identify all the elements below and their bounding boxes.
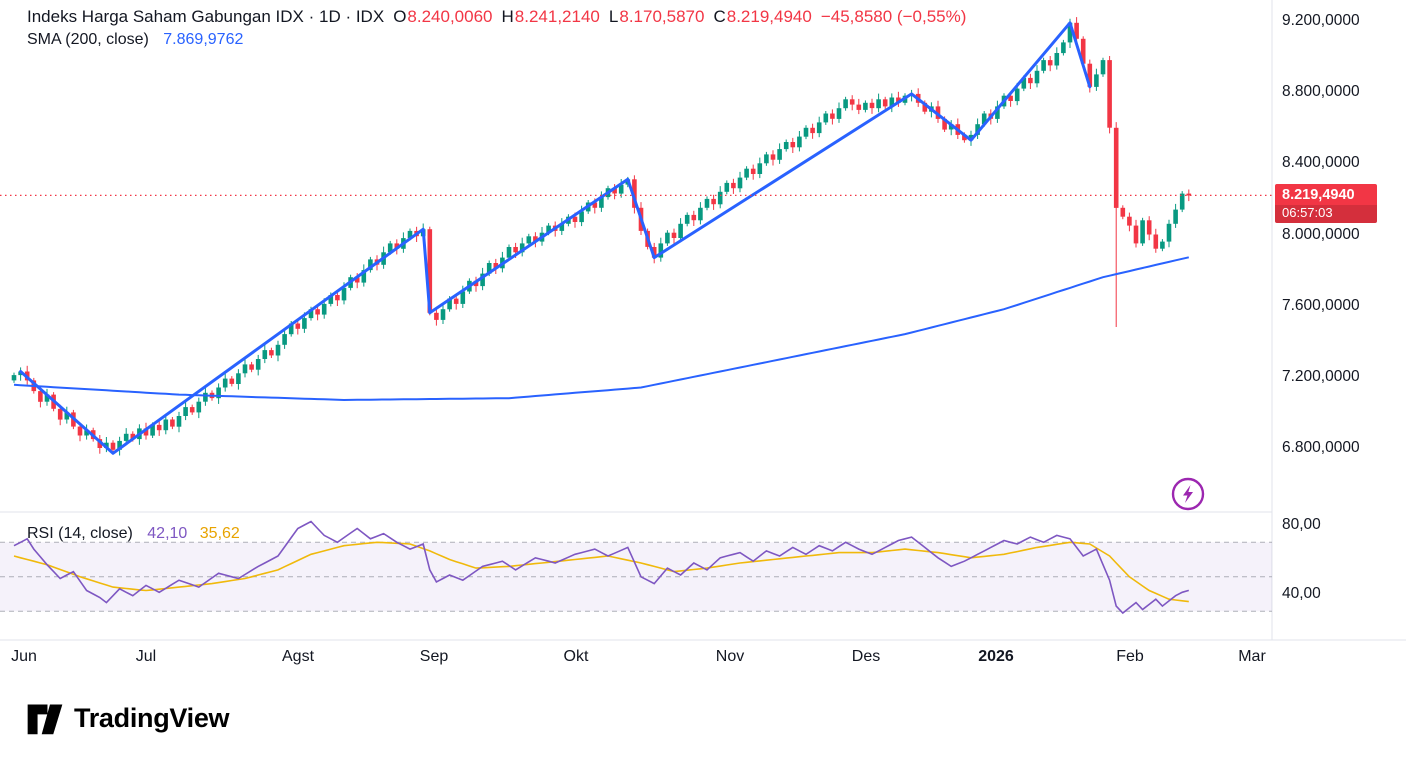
time-axis[interactable]: Jun Jul Agst Sep Okt Nov Des 2026 Feb Mar bbox=[0, 648, 1406, 672]
rsi-tick-label: 40,00 bbox=[1282, 585, 1321, 602]
price-tick-label: 7.600,0000 bbox=[1282, 296, 1360, 314]
time-axis-label: Sep bbox=[419, 648, 449, 665]
time-axis-label: Mar bbox=[1238, 648, 1266, 665]
rsi-ma-line[interactable] bbox=[13, 541, 1189, 603]
ohlc-close: C 8.219,4940 bbox=[713, 7, 812, 26]
rsi-label: RSI (14, close) bbox=[27, 525, 133, 542]
last-price-value: 8.219,4940 bbox=[1282, 187, 1355, 204]
ohlc-open: O 8.240,0060 bbox=[393, 7, 493, 26]
rsi-ma-value: 35,62 bbox=[199, 525, 240, 542]
time-axis-label: Jun bbox=[11, 648, 37, 665]
price-tick-label: 8.000,0000 bbox=[1282, 225, 1360, 243]
tradingview-logo[interactable]: TradingView bbox=[26, 701, 230, 736]
time-axis-label: 2026 bbox=[978, 648, 1014, 665]
time-axis-label: Jul bbox=[135, 648, 157, 665]
time-axis-label: Des bbox=[851, 648, 881, 665]
symbol-header: Indeks Harga Saham Gabungan IDX · 1D · I… bbox=[27, 6, 966, 28]
bar-countdown: 06:57:03 bbox=[1275, 205, 1377, 224]
sma-value: 7.869,9762 bbox=[163, 31, 244, 48]
time-axis-label: Okt bbox=[563, 648, 589, 665]
price-tick-label: 9.200,0000 bbox=[1282, 12, 1360, 29]
price-tick-label: 7.200,0000 bbox=[1282, 367, 1360, 385]
tradingview-logo-icon bbox=[27, 704, 63, 735]
symbol-title[interactable]: Indeks Harga Saham Gabungan IDX · 1D · I… bbox=[27, 7, 385, 26]
price-tick-label: 6.800,0000 bbox=[1282, 439, 1360, 456]
price-tick-label: 8.400,0000 bbox=[1282, 154, 1360, 172]
price-change: −45,8580 (−0,55%) bbox=[820, 7, 967, 26]
rsi-line[interactable] bbox=[13, 520, 1190, 615]
last-price-tag: 8.219,4940 06:57:03 bbox=[1275, 184, 1377, 224]
ohlc-low: L 8.170,5870 bbox=[608, 7, 705, 26]
boost-lightning-icon[interactable] bbox=[1170, 476, 1206, 512]
time-axis-label: Agst bbox=[281, 648, 315, 665]
price-tick-label: 8.800,0000 bbox=[1282, 83, 1360, 101]
ohlc-high: H 8.241,2140 bbox=[501, 7, 600, 26]
rsi-value: 42,10 bbox=[147, 525, 188, 542]
sma-indicator-legend[interactable]: SMA (200, close) 7.869,9762 bbox=[27, 29, 243, 50]
tradingview-logo-text: TradingView bbox=[74, 703, 230, 733]
sma-label: SMA (200, close) bbox=[27, 31, 149, 48]
time-axis-label: Nov bbox=[715, 648, 745, 665]
rsi-tick-label: 80,00 bbox=[1282, 516, 1321, 533]
rsi-indicator-legend[interactable]: RSI (14, close) 42,10 35,62 bbox=[27, 523, 240, 544]
rsi-band bbox=[0, 541, 1272, 612]
zigzag-line[interactable] bbox=[19, 21, 1092, 455]
sma200-line[interactable] bbox=[13, 256, 1190, 402]
time-axis-label: Feb bbox=[1116, 648, 1144, 665]
